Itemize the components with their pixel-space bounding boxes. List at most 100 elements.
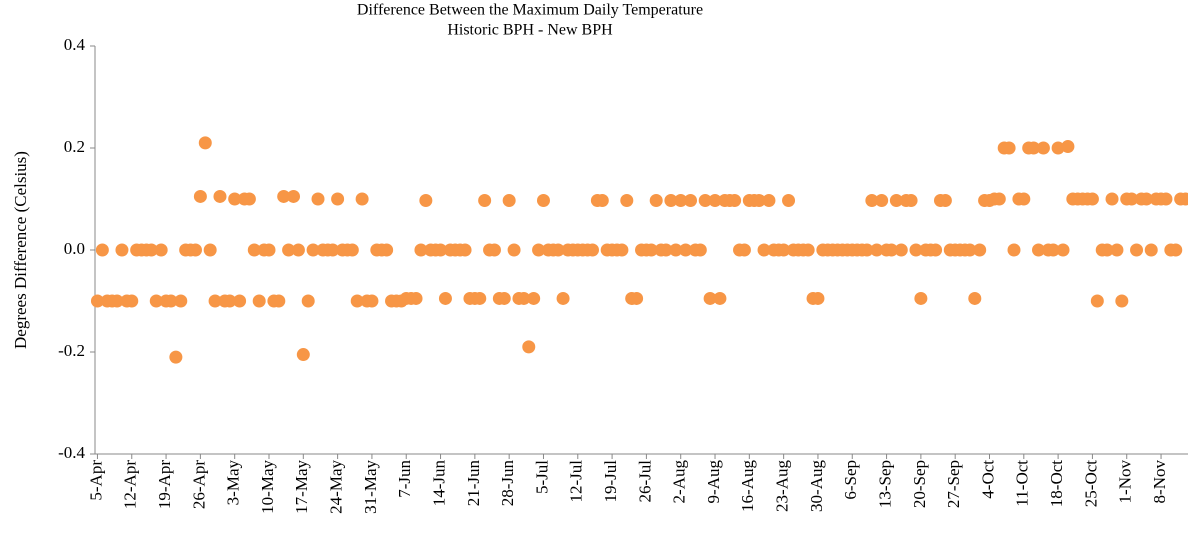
point bbox=[865, 194, 879, 208]
point bbox=[331, 192, 345, 206]
point bbox=[478, 194, 492, 208]
point bbox=[1130, 243, 1144, 257]
point bbox=[684, 194, 698, 208]
point bbox=[517, 291, 531, 305]
point bbox=[992, 192, 1006, 206]
point bbox=[1110, 243, 1124, 257]
point bbox=[95, 243, 109, 257]
point bbox=[154, 243, 168, 257]
point bbox=[473, 291, 487, 305]
point bbox=[296, 348, 310, 362]
x-tick-label: 31-May bbox=[361, 460, 380, 514]
point bbox=[914, 291, 928, 305]
point bbox=[380, 243, 394, 257]
point bbox=[904, 194, 918, 208]
x-tick-label: 23-Aug bbox=[773, 460, 792, 512]
point bbox=[551, 243, 565, 257]
point bbox=[247, 243, 261, 257]
x-tick-label: 21-Jun bbox=[464, 460, 483, 507]
point bbox=[287, 189, 301, 203]
point bbox=[1159, 192, 1173, 206]
point bbox=[669, 243, 683, 257]
point bbox=[1061, 139, 1075, 153]
point bbox=[228, 192, 242, 206]
x-tick-label: 18-Oct bbox=[1047, 460, 1066, 507]
point bbox=[938, 194, 952, 208]
point bbox=[149, 294, 163, 308]
point bbox=[301, 294, 315, 308]
point bbox=[1179, 192, 1188, 206]
point bbox=[1036, 141, 1050, 155]
point bbox=[252, 294, 266, 308]
point bbox=[757, 243, 771, 257]
point bbox=[434, 243, 448, 257]
x-tick-label: 16-Aug bbox=[738, 460, 757, 512]
point bbox=[125, 294, 139, 308]
point bbox=[1032, 243, 1046, 257]
point bbox=[414, 243, 428, 257]
point bbox=[1125, 192, 1139, 206]
point bbox=[115, 243, 129, 257]
x-tick-label: 30-Aug bbox=[807, 460, 826, 512]
point bbox=[973, 243, 987, 257]
point bbox=[1100, 243, 1114, 257]
point bbox=[659, 243, 673, 257]
point bbox=[929, 243, 943, 257]
point bbox=[1046, 243, 1060, 257]
point bbox=[193, 189, 207, 203]
point bbox=[728, 194, 742, 208]
point bbox=[522, 340, 536, 354]
point bbox=[1002, 141, 1016, 155]
point bbox=[203, 243, 217, 257]
point bbox=[306, 243, 320, 257]
point bbox=[174, 294, 188, 308]
point bbox=[875, 194, 889, 208]
x-tick-label: 12-Apr bbox=[121, 460, 140, 509]
point bbox=[1144, 243, 1158, 257]
y-tick-label: 0.4 bbox=[64, 35, 86, 54]
point bbox=[674, 194, 688, 208]
point bbox=[698, 194, 712, 208]
point bbox=[527, 291, 541, 305]
point bbox=[90, 294, 104, 308]
x-tick-label: 26-Jul bbox=[635, 460, 654, 503]
point bbox=[1085, 192, 1099, 206]
point bbox=[262, 243, 276, 257]
point bbox=[585, 243, 599, 257]
point bbox=[1017, 192, 1031, 206]
point bbox=[169, 350, 183, 364]
point bbox=[777, 243, 791, 257]
point bbox=[703, 291, 717, 305]
point bbox=[532, 243, 546, 257]
point bbox=[223, 294, 237, 308]
point bbox=[350, 294, 364, 308]
point bbox=[693, 243, 707, 257]
x-tick-label: 19-Jul bbox=[601, 460, 620, 503]
y-tick-label: -0.4 bbox=[58, 443, 85, 462]
x-tick-label: 17-May bbox=[292, 460, 311, 514]
point bbox=[438, 291, 452, 305]
x-tick-label: 11-Oct bbox=[1013, 460, 1032, 507]
point bbox=[365, 294, 379, 308]
point bbox=[811, 291, 825, 305]
point bbox=[326, 243, 340, 257]
x-tick-label: 7-Jun bbox=[395, 460, 414, 498]
point bbox=[233, 294, 247, 308]
x-tick-label: 4-Oct bbox=[978, 460, 997, 499]
point bbox=[968, 291, 982, 305]
point bbox=[242, 192, 256, 206]
point bbox=[208, 294, 222, 308]
point bbox=[311, 192, 325, 206]
point bbox=[620, 194, 634, 208]
point bbox=[909, 243, 923, 257]
x-tick-label: 9-Aug bbox=[704, 460, 723, 504]
point bbox=[355, 192, 369, 206]
point bbox=[1056, 243, 1070, 257]
point bbox=[615, 243, 629, 257]
point bbox=[894, 243, 908, 257]
point bbox=[277, 189, 291, 203]
point bbox=[595, 194, 609, 208]
point bbox=[713, 291, 727, 305]
x-tick-label: 25-Oct bbox=[1081, 460, 1100, 507]
point bbox=[801, 243, 815, 257]
